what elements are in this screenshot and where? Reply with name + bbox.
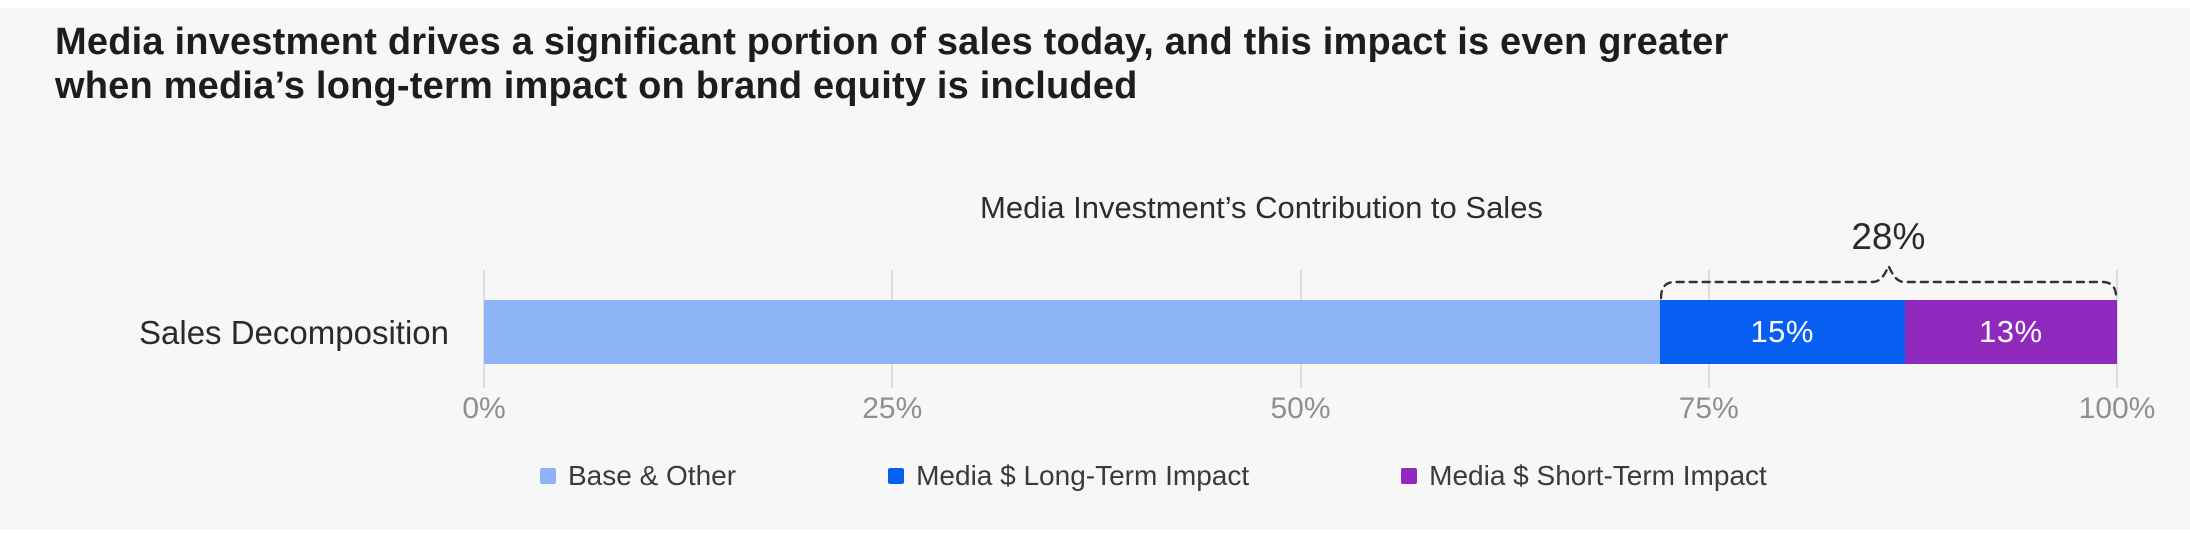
page-title-line-2: when media’s long-term impact on brand e… [55,65,1138,107]
legend-swatch-icon [888,468,905,484]
legend-item-1: Base & Other [540,460,736,492]
legend-item-2: Media $ Long-Term Impact [888,460,1249,492]
stacked-bar: 15% 13% [484,300,2117,364]
page-title: Media investment drives a significant po… [55,20,1728,108]
legend-item-label: Base & Other [568,460,737,491]
legend-item-3: Media $ Short-Term Impact [1401,460,1767,492]
x-tick-label-50%: 50% [1270,392,1331,425]
x-tick-label-75%: 75% [1678,392,1739,425]
chart-title: Media Investment’s Contribution to Sales [980,190,1543,225]
page-title-line-1: Media investment drives a significant po… [55,21,1729,63]
plot-area: 15% 13% 0% 25% 50% 75% 100% 28% [462,0,2155,534]
legend-item-label: Media $ Long-Term Impact [916,460,1250,491]
bar-segment-value-label: 15% [1750,314,1814,349]
bar-segment-3: 13% [1904,300,2117,364]
legend-swatch-icon [1401,468,1418,484]
chart-panel [0,8,2190,529]
annotation-brace [1659,262,2117,300]
y-axis-category-label: Sales Decomposition [139,314,449,351]
bar-segment-1 [484,300,1660,364]
x-tick-label-0%: 0% [462,392,506,425]
bar-segment-value-label: 13% [1979,314,2043,349]
legend-item-label: Media $ Short-Term Impact [1429,460,1767,491]
x-tick-label-100%: 100% [2078,392,2156,425]
annotation-total-value: 28% [1851,216,1926,257]
legend: Base & Other Media $ Long-Term Impact Medi… [540,460,1767,492]
x-tick-label-25%: 25% [862,392,923,425]
legend-swatch-icon [540,468,556,484]
gridline-100% [2116,270,2118,388]
bar-segment-2: 15% [1659,300,1905,364]
brace-icon [1659,263,2117,300]
